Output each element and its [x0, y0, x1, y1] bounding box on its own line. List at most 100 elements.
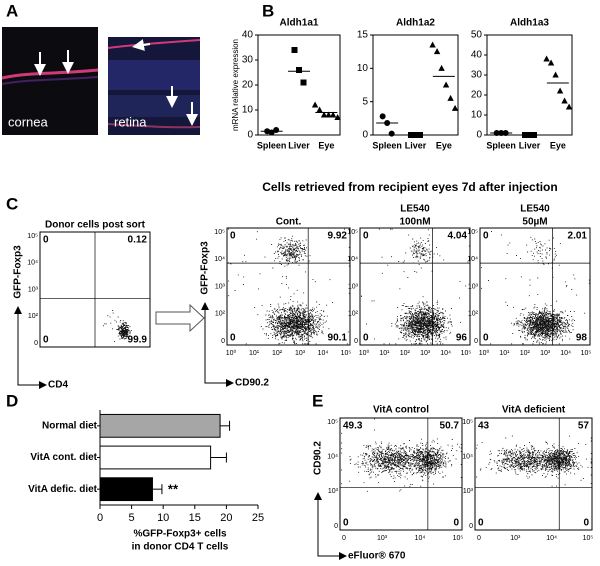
y-axis-label: GFP-Foxp3: [200, 241, 211, 295]
quadrant-value: 0: [230, 231, 236, 242]
x-tick-label: 10⁰: [226, 349, 237, 357]
quadrant-value: 0: [43, 335, 49, 346]
bar: [99, 445, 212, 470]
quadrant-value: 2.01: [568, 231, 588, 242]
quadrant-value: 0: [230, 333, 236, 344]
y-tick-label: 10⁴: [467, 256, 478, 263]
x-tick-label: 10³: [510, 535, 521, 542]
y-tick-label: 0: [34, 340, 38, 347]
x-axis-label: %GFP-Foxp3+ cells: [133, 529, 227, 540]
x-axis-label: CD4: [48, 380, 68, 391]
x-tick-label: 10³: [377, 535, 388, 542]
data-point: [311, 101, 319, 108]
chart-title: Aldh1a3: [510, 18, 549, 29]
quadrant-value: 0: [483, 333, 489, 344]
x-tick-label: 10⁵: [453, 535, 464, 542]
y-tick-label: 10²: [468, 311, 479, 318]
data-point: [429, 41, 436, 48]
quadrant-value: 57: [578, 421, 590, 432]
y-tick-label: 10: [242, 105, 254, 116]
x-tick-label: 10²: [400, 350, 411, 357]
x-tick-label: 10⁵: [341, 350, 352, 357]
quadrant-value: 0: [453, 518, 459, 529]
data-point: [447, 94, 454, 101]
x-tick-label: 15: [189, 512, 201, 524]
y-tick-label: 10⁴: [327, 454, 338, 461]
category-label: Normal diet: [42, 420, 98, 431]
y-tick-label: 40: [242, 30, 254, 41]
y-tick-label: 10⁴: [462, 454, 473, 461]
plot-heading: VitA control: [373, 405, 429, 416]
x-tick-label: 25: [252, 512, 264, 524]
y-tick-label: 10⁵: [214, 229, 225, 236]
data-point: [300, 79, 307, 86]
event-dots: [103, 310, 132, 342]
y-tick-label: 10²: [215, 311, 226, 318]
x-tick-label: 10⁴: [415, 535, 426, 542]
bar: [99, 413, 221, 438]
chart-title: Aldh1a1: [280, 18, 319, 29]
x-tick-label: 10: [157, 512, 169, 524]
y-tick-label: 10⁵: [467, 229, 478, 236]
flow-arrow: [155, 303, 205, 333]
data-point: [442, 81, 450, 88]
y-tick-label: 10³: [468, 283, 479, 290]
x-tick-label: Spleen: [486, 140, 516, 150]
event-dots: [361, 228, 470, 345]
y-tick-label: 0: [221, 338, 225, 345]
y-tick-label: 0: [476, 130, 482, 141]
chart-title: Aldh1a2: [396, 18, 435, 29]
x-tick-label: 10⁰: [479, 349, 490, 357]
data-point: [329, 111, 337, 118]
quadrant-value: 0: [363, 231, 369, 242]
x-tick-label: 0: [97, 512, 103, 524]
y-tick-label: 0: [362, 130, 368, 141]
data-point: [291, 47, 298, 53]
y-tick-label: 10⁵: [347, 229, 358, 236]
panel-label: B: [262, 1, 274, 20]
quadrant-value: 99.9: [128, 335, 148, 346]
y-tick-label: 10³: [348, 283, 359, 290]
plot-heading: 50µM: [522, 217, 547, 228]
x-axis-label: in donor CD4 T cells: [132, 542, 229, 553]
plot-frame: [339, 417, 463, 531]
x-tick-label: 10¹: [379, 350, 390, 357]
y-tick-label: 0: [334, 523, 338, 530]
y-tick-label: 0: [247, 130, 253, 141]
panel-title: Cells retrieved from recipient eyes 7d a…: [262, 180, 557, 194]
y-tick-label: 20: [471, 90, 483, 101]
x-tick-label: 10³: [540, 350, 551, 357]
event-dots: [228, 228, 350, 345]
data-point: [565, 103, 573, 110]
y-tick-label: 0: [474, 338, 478, 345]
x-tick-label: 20: [220, 512, 232, 524]
x-tick-label: 0: [477, 535, 481, 542]
y-tick-label: 15: [357, 30, 369, 41]
plot-heading: LE540: [520, 204, 550, 215]
annotation: **: [168, 482, 179, 497]
plot-heading: Donor cells post sort: [45, 220, 146, 231]
data-point: [388, 130, 395, 137]
quadrant-value: 9.92: [328, 231, 348, 242]
data-point: [325, 111, 332, 118]
data-point: [316, 106, 323, 113]
x-tick-label: Liver: [519, 140, 541, 150]
category-label: VitA defic. diet: [28, 484, 98, 495]
data-point: [433, 48, 441, 55]
panel-label: E: [312, 391, 323, 410]
plot-heading: Cont.: [276, 217, 302, 228]
y-tick-label: 40: [471, 50, 483, 61]
y-tick-label: 0: [469, 523, 473, 530]
y-tick-label: 30: [471, 70, 483, 81]
quadrant-value: 43: [478, 421, 490, 432]
data-point: [451, 104, 459, 111]
y-tick-label: 10⁵: [462, 419, 473, 426]
y-tick-label: 20: [242, 80, 254, 91]
y-tick-label: 10: [471, 110, 483, 121]
bar: [99, 477, 153, 502]
plot-frame: [359, 227, 471, 346]
plot-heading: VitA deficient: [502, 405, 566, 416]
y-axis-label: mRNA relative expression: [231, 39, 240, 131]
